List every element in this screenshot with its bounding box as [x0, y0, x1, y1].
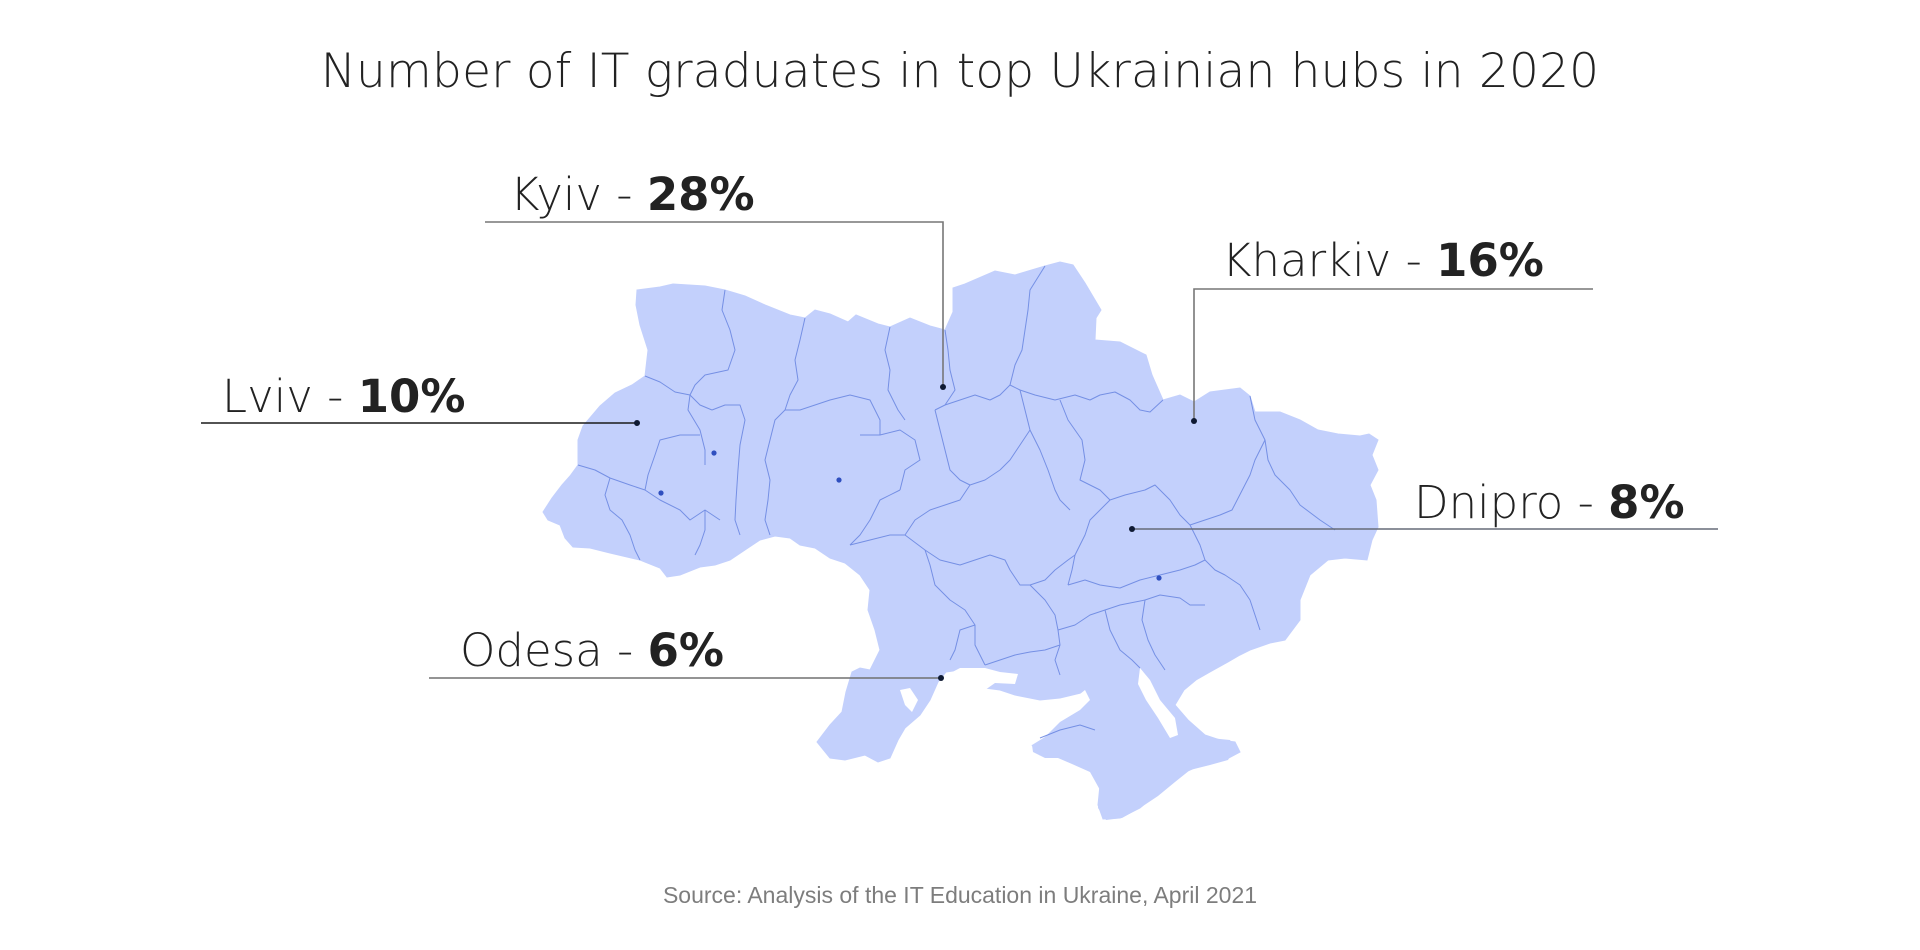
kyiv-dot [940, 384, 946, 390]
kharkiv-value: 16% [1436, 234, 1544, 287]
kharkiv-dot [1191, 418, 1197, 424]
dnipro-city: Dnipro [1414, 476, 1564, 529]
odesa-city: Odesa [460, 624, 603, 677]
lviv-label: Lviv - 10% [222, 370, 466, 423]
kyiv-leader-line [485, 221, 944, 387]
lviv-dot [634, 420, 640, 426]
city-dot [1156, 575, 1162, 581]
lviv-value: 10% [357, 370, 466, 423]
kharkiv-label: Kharkiv - 16% [1222, 234, 1544, 287]
crimea-outline [1032, 712, 1235, 820]
odesa-dot [938, 675, 944, 681]
city-dot [836, 477, 842, 483]
lviv-city: Lviv [222, 370, 313, 423]
city-dot [711, 450, 717, 456]
oblast-borders [577, 265, 1336, 739]
dnipro-value: 8% [1608, 476, 1685, 529]
dnipro-dot [1129, 526, 1135, 532]
leader-lines [201, 221, 1718, 679]
kharkiv-leader-line [1193, 288, 1593, 421]
chart-title: Number of IT graduates in top Ukrainian … [320, 44, 1600, 99]
kyiv-label: Kyiv - 28% [510, 168, 755, 221]
kharkiv-city: Kharkiv [1222, 234, 1392, 287]
odesa-label: Odesa - 6% [460, 624, 724, 677]
city-dot [658, 490, 664, 496]
odesa-value: 6% [647, 624, 724, 677]
kyiv-value: 28% [646, 168, 755, 221]
kyiv-city: Kyiv [510, 168, 602, 221]
source-note: Source: Analysis of the IT Education in … [662, 882, 1258, 908]
ukraine-outline [542, 261, 1379, 820]
dnipro-label: Dnipro - 8% [1414, 476, 1685, 529]
